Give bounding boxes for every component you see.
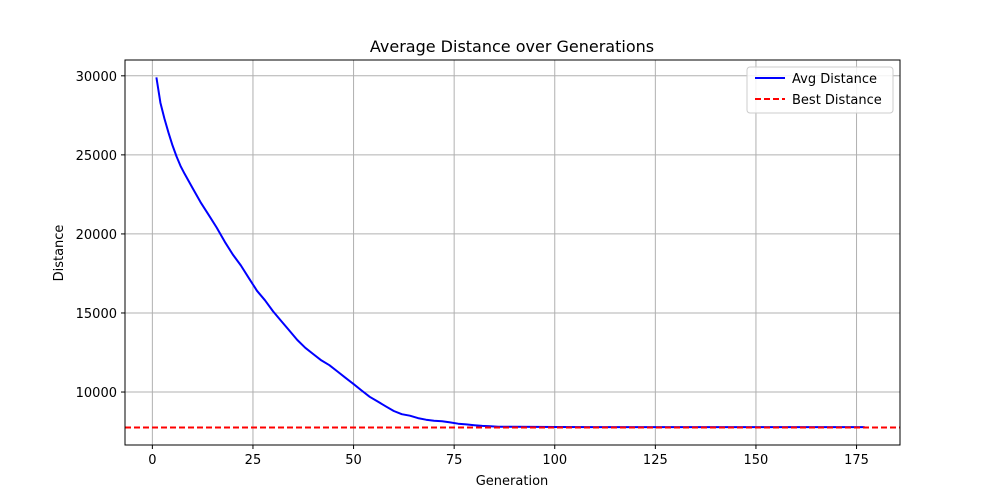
x-tick-label: 0 [148, 453, 156, 468]
x-tick-label: 125 [643, 453, 668, 468]
y-axis-label: Distance [52, 225, 67, 282]
y-axis-ticks: 10000 15000 20000 25000 30000 [76, 70, 125, 401]
x-tick-label: 75 [446, 453, 463, 468]
x-axis-label: Generation [476, 474, 549, 489]
x-axis-ticks: 0 25 50 75 100 125 150 175 [148, 445, 869, 468]
plot-frame [124, 59, 901, 446]
x-tick-label: 175 [844, 453, 869, 468]
x-tick-label: 50 [345, 453, 362, 468]
y-tick-label: 10000 [76, 386, 117, 401]
legend-label-best-distance: Best Distance [792, 93, 882, 108]
x-tick-label: 150 [744, 453, 769, 468]
avg-distance-line [155, 77, 865, 429]
y-tick-label: 25000 [76, 149, 117, 164]
plot-area [125, 77, 900, 429]
y-tick-label: 15000 [76, 307, 117, 322]
legend-label-avg-distance: Avg Distance [792, 72, 877, 87]
y-tick-label: 20000 [76, 228, 117, 243]
y-tick-label: 30000 [76, 70, 117, 85]
legend: Avg Distance Best Distance [746, 66, 894, 114]
x-tick-label: 25 [245, 453, 262, 468]
chart-title: Average Distance over Generations [370, 37, 654, 56]
grid-lines [125, 60, 900, 445]
x-tick-label: 100 [542, 453, 567, 468]
